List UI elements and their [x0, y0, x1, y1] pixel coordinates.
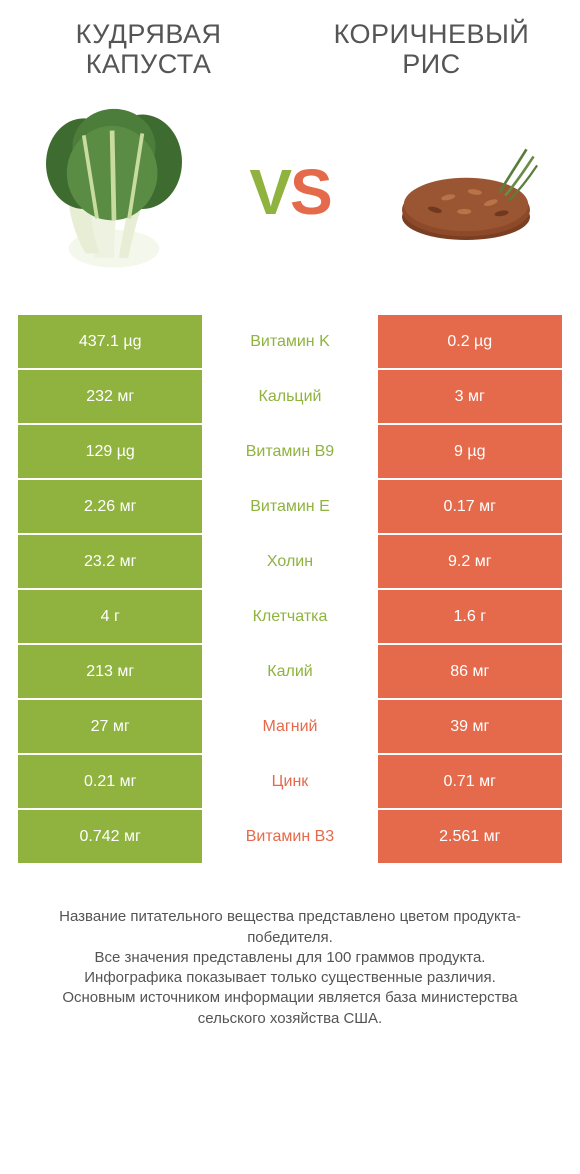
nutrient-name: Кальций — [202, 370, 377, 423]
nutrient-row: 0.742 мгВитамин B32.561 мг — [18, 810, 562, 865]
nutrient-name: Клетчатка — [202, 590, 377, 643]
nutrient-row: 4 гКлетчатка1.6 г — [18, 590, 562, 645]
left-value: 437.1 µg — [18, 315, 202, 368]
left-value: 213 мг — [18, 645, 202, 698]
left-value: 2.26 мг — [18, 480, 202, 533]
left-value: 0.742 мг — [18, 810, 202, 863]
right-value: 2.561 мг — [378, 810, 562, 863]
left-value: 23.2 мг — [18, 535, 202, 588]
footer-line-2: Все значения представлены для 100 граммо… — [28, 948, 552, 968]
nutrient-name: Витамин B9 — [202, 425, 377, 478]
nutrient-row: 232 мгКальций3 мг — [18, 370, 562, 425]
right-value: 86 мг — [378, 645, 562, 698]
left-value: 232 мг — [18, 370, 202, 423]
left-value: 27 мг — [18, 700, 202, 753]
vs-v: V — [249, 156, 290, 228]
nutrient-name: Витамин K — [202, 315, 377, 368]
right-product-title: Коричневый рис — [301, 20, 562, 79]
nutrient-row: 129 µgВитамин B99 µg — [18, 425, 562, 480]
titles-row: Кудрявая капуста Коричневый рис — [18, 20, 562, 79]
nutrient-name: Калий — [202, 645, 377, 698]
nutrient-name: Цинк — [202, 755, 377, 808]
right-value: 9 µg — [378, 425, 562, 478]
right-product-image — [376, 102, 556, 282]
vs-label: VS — [249, 160, 330, 224]
left-product-title: Кудрявая капуста — [18, 20, 279, 79]
comparison-infographic: Кудрявая капуста Коричневый рис VS — [0, 0, 580, 1029]
right-value: 0.17 мг — [378, 480, 562, 533]
nutrient-row: 27 мгМагний39 мг — [18, 700, 562, 755]
right-value: 0.2 µg — [378, 315, 562, 368]
left-product-image — [24, 102, 204, 282]
footer-line-3: Инфографика показывает только существенн… — [28, 968, 552, 988]
footer-notes: Название питательного вещества представл… — [18, 907, 562, 1029]
nutrient-row: 213 мгКалий86 мг — [18, 645, 562, 700]
right-value: 3 мг — [378, 370, 562, 423]
images-row: VS — [18, 97, 562, 287]
nutrient-row: 23.2 мгХолин9.2 мг — [18, 535, 562, 590]
right-value: 0.71 мг — [378, 755, 562, 808]
left-value: 0.21 мг — [18, 755, 202, 808]
nutrient-name: Витамин E — [202, 480, 377, 533]
footer-line-1: Название питательного вещества представл… — [28, 907, 552, 948]
right-value: 9.2 мг — [378, 535, 562, 588]
nutrient-row: 2.26 мгВитамин E0.17 мг — [18, 480, 562, 535]
nutrient-name: Магний — [202, 700, 377, 753]
nutrient-row: 437.1 µgВитамин K0.2 µg — [18, 315, 562, 370]
footer-line-4: Основным источником информации является … — [28, 988, 552, 1029]
left-value: 4 г — [18, 590, 202, 643]
nutrient-name: Холин — [202, 535, 377, 588]
nutrient-row: 0.21 мгЦинк0.71 мг — [18, 755, 562, 810]
left-value: 129 µg — [18, 425, 202, 478]
vs-s: S — [290, 156, 331, 228]
nutrient-table: 437.1 µgВитамин K0.2 µg232 мгКальций3 мг… — [18, 315, 562, 865]
right-value: 1.6 г — [378, 590, 562, 643]
nutrient-name: Витамин B3 — [202, 810, 377, 863]
right-value: 39 мг — [378, 700, 562, 753]
